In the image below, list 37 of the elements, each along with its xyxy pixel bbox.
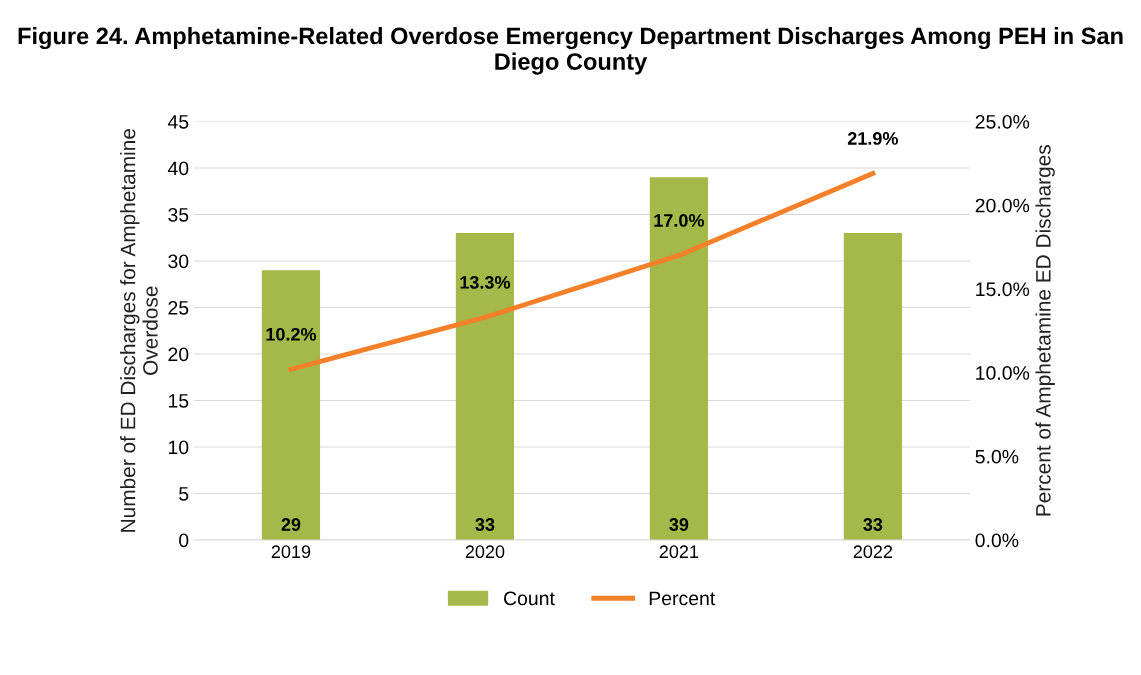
y-tick-label: 15 (168, 394, 189, 408)
y-tick-label: 0 (179, 533, 189, 548)
y2-tick-label: 25.0% (975, 114, 1030, 129)
data-label: 13.3% (460, 276, 511, 289)
bar (843, 233, 902, 540)
legend-label: Percent (649, 591, 716, 606)
data-label: 33 (863, 518, 883, 531)
chart-title: Figure 24. Amphetamine-Related Overdose Emergency Department Discharges Among PEH in San Diego County (18, 27, 1123, 75)
x-tick-label: 2021 (659, 545, 699, 559)
data-label: 29 (281, 518, 301, 531)
x-tick-label: 2022 (853, 545, 893, 559)
y-tick-label: 20 (168, 347, 189, 362)
y2-tick-label: 10.0% (976, 366, 1030, 380)
bar (455, 233, 515, 540)
data-label: 17.0% (654, 214, 705, 227)
y2-tick-label: 0.0% (975, 533, 1019, 548)
y-tick-label: 40 (167, 161, 189, 176)
x-tick-label: 2019 (271, 545, 311, 559)
y2-tick-label: 20.0% (975, 198, 1030, 213)
y-tick-label: 5 (179, 487, 189, 501)
y-tick-label: 30 (168, 254, 189, 269)
y-tick-label: 45 (167, 115, 189, 129)
y-tick-label: 10 (168, 440, 189, 455)
y2-axis-title: Percent of Amphetamine ED Discharges (1035, 145, 1055, 516)
data-label: 21.9% (847, 132, 898, 145)
data-label: 10.2% (266, 327, 317, 341)
y2-tick-label: 5.0% (975, 449, 1019, 464)
y-axis-title: Number of ED Discharges for Amphetamine Overdose (120, 129, 158, 532)
y2-tick-label: 15.0% (976, 282, 1030, 297)
y-tick-label: 25 (168, 300, 189, 315)
data-label: 33 (475, 518, 495, 531)
y-tick-label: 35 (168, 207, 189, 222)
x-tick-label: 2020 (465, 545, 505, 559)
data-label: 39 (669, 518, 689, 531)
legend-label: Count (504, 591, 555, 606)
bar (649, 177, 708, 540)
bar (261, 270, 321, 540)
